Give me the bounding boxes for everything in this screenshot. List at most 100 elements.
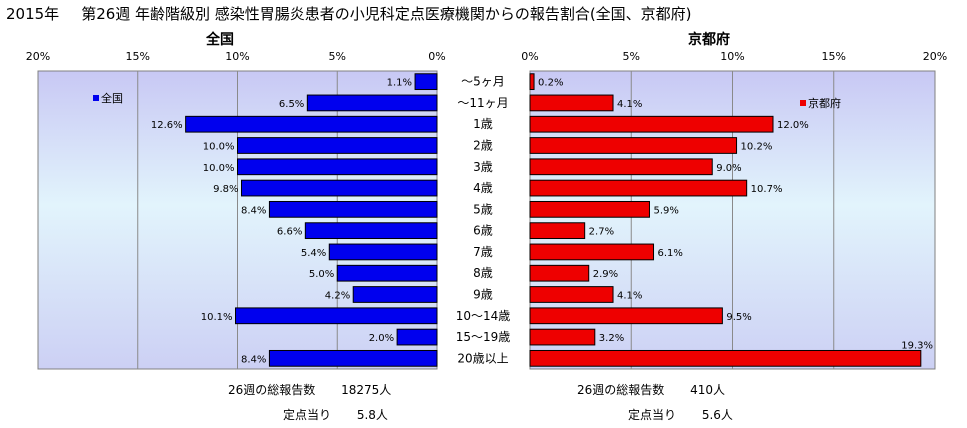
kyoto-bar bbox=[529, 243, 655, 261]
kyoto-per-label: 定点当り bbox=[628, 408, 677, 422]
kyoto-data-label: 4.1% bbox=[617, 291, 642, 302]
kyoto-bar bbox=[529, 349, 922, 367]
age-category-label: 10～14歳 bbox=[456, 309, 511, 323]
kyoto-legend-swatch bbox=[800, 100, 806, 106]
national-data-label: 5.4% bbox=[301, 248, 326, 259]
kyoto-total-reports: 26週の総報告数 410人 bbox=[577, 381, 725, 398]
national-data-label: 5.0% bbox=[309, 269, 334, 280]
national-bar bbox=[306, 94, 438, 112]
national-bar bbox=[414, 73, 438, 91]
chart-title-main: 第26週 年齢階級別 感染性胃腸炎患者の小児科定点医療機関からの報告割合(全国、… bbox=[81, 5, 692, 23]
national-data-label: 1.1% bbox=[387, 78, 412, 89]
kyoto-bar bbox=[529, 200, 650, 218]
age-category-label: 7歳 bbox=[473, 245, 493, 259]
national-data-label: 4.2% bbox=[325, 291, 350, 302]
kyoto-data-label: 19.3% bbox=[901, 340, 933, 351]
panel-title-kyoto: 京都府 bbox=[688, 32, 730, 48]
age-category-label: 4歳 bbox=[473, 181, 493, 195]
national-data-label: 9.8% bbox=[213, 184, 238, 195]
kyoto-data-label: 12.0% bbox=[777, 120, 809, 131]
kyoto-per-sentinel: 定点当り 5.6人 bbox=[628, 406, 733, 423]
kyoto-bar bbox=[529, 115, 774, 133]
national-data-label: 8.4% bbox=[241, 354, 266, 365]
age-category-label: 15～19歳 bbox=[456, 330, 511, 344]
kyoto-data-label: 10.7% bbox=[751, 184, 783, 195]
national-legend-swatch bbox=[93, 95, 99, 101]
national-total-value: 18275人 bbox=[341, 383, 392, 397]
kyoto-tick-label: 15% bbox=[822, 50, 846, 63]
national-per-value: 5.8人 bbox=[356, 408, 388, 422]
kyoto-bar bbox=[529, 73, 535, 91]
national-bar bbox=[268, 349, 438, 367]
age-category-label: 20歳以上 bbox=[457, 351, 508, 365]
national-bar bbox=[237, 137, 438, 154]
national-bar bbox=[396, 328, 438, 346]
national-data-label: 10.0% bbox=[203, 163, 235, 174]
kyoto-bar bbox=[529, 328, 596, 346]
kyoto-data-label: 3.2% bbox=[599, 333, 624, 344]
chart-title: 2015年 第26週 年齢階級別 感染性胃腸炎患者の小児科定点医療機関からの報告割… bbox=[6, 3, 692, 24]
national-bar bbox=[328, 243, 438, 261]
kyoto-data-label: 4.1% bbox=[617, 99, 642, 110]
chart-title-year: 2015年 bbox=[6, 5, 60, 23]
national-bar bbox=[185, 115, 438, 133]
national-data-label: 10.1% bbox=[201, 312, 233, 323]
age-category-label: ～5ヶ月 bbox=[461, 75, 505, 89]
kyoto-bar bbox=[529, 264, 590, 282]
national-bar bbox=[235, 307, 438, 325]
kyoto-tick-label: 5% bbox=[623, 50, 640, 63]
kyoto-bar bbox=[529, 286, 614, 303]
national-tick-label: 10% bbox=[225, 50, 249, 63]
national-tick-label: 15% bbox=[126, 50, 150, 63]
age-category-label: 3歳 bbox=[473, 160, 493, 174]
national-bar bbox=[336, 264, 438, 282]
kyoto-bar bbox=[529, 307, 723, 325]
kyoto-data-label: 10.2% bbox=[741, 142, 773, 153]
national-data-label: 10.0% bbox=[203, 142, 235, 153]
national-per-sentinel: 定点当り 5.8人 bbox=[283, 406, 388, 423]
panel-title-national: 全国 bbox=[206, 32, 234, 48]
age-category-label: 8歳 bbox=[473, 266, 493, 280]
kyoto-legend-label: 京都府 bbox=[808, 96, 841, 110]
kyoto-bar bbox=[529, 158, 713, 176]
kyoto-data-label: 2.7% bbox=[589, 227, 614, 238]
kyoto-bar bbox=[529, 179, 748, 197]
national-total-reports: 26週の総報告数 18275人 bbox=[228, 381, 391, 398]
national-bar bbox=[352, 286, 438, 303]
kyoto-total-label: 26週の総報告数 bbox=[577, 383, 665, 397]
age-category-label: ～11ヶ月 bbox=[457, 96, 508, 110]
kyoto-data-label: 9.5% bbox=[726, 312, 751, 323]
national-tick-label: 5% bbox=[329, 50, 346, 63]
kyoto-data-label: 5.9% bbox=[653, 205, 678, 216]
national-bar bbox=[304, 222, 438, 240]
age-category-label: 1歳 bbox=[473, 117, 493, 131]
kyoto-per-value: 5.6人 bbox=[701, 408, 733, 422]
national-per-label: 定点当り bbox=[283, 408, 332, 422]
kyoto-tick-label: 0% bbox=[521, 50, 538, 63]
kyoto-tick-label: 20% bbox=[923, 50, 947, 63]
national-tick-label: 0% bbox=[428, 50, 445, 63]
kyoto-tick-label: 10% bbox=[720, 50, 744, 63]
national-data-label: 6.6% bbox=[277, 227, 302, 238]
national-legend-label: 全国 bbox=[101, 91, 123, 105]
national-data-label: 2.0% bbox=[369, 333, 394, 344]
national-bar bbox=[237, 158, 438, 176]
kyoto-bar bbox=[529, 94, 614, 112]
age-category-label: 2歳 bbox=[473, 139, 493, 153]
kyoto-total-value: 410人 bbox=[690, 383, 726, 397]
age-category-label: 5歳 bbox=[473, 202, 493, 216]
age-category-label: 9歳 bbox=[473, 288, 493, 302]
age-category-label: 6歳 bbox=[473, 224, 493, 238]
kyoto-bar bbox=[529, 222, 586, 240]
national-bar bbox=[268, 200, 438, 218]
kyoto-bar bbox=[529, 137, 738, 154]
national-data-label: 6.5% bbox=[279, 99, 304, 110]
kyoto-data-label: 2.9% bbox=[593, 269, 618, 280]
national-data-label: 12.6% bbox=[151, 120, 183, 131]
kyoto-data-label: 0.2% bbox=[538, 78, 563, 89]
kyoto-data-label: 6.1% bbox=[658, 248, 683, 259]
national-bar bbox=[240, 179, 438, 197]
national-tick-label: 20% bbox=[26, 50, 50, 63]
national-data-label: 8.4% bbox=[241, 205, 266, 216]
